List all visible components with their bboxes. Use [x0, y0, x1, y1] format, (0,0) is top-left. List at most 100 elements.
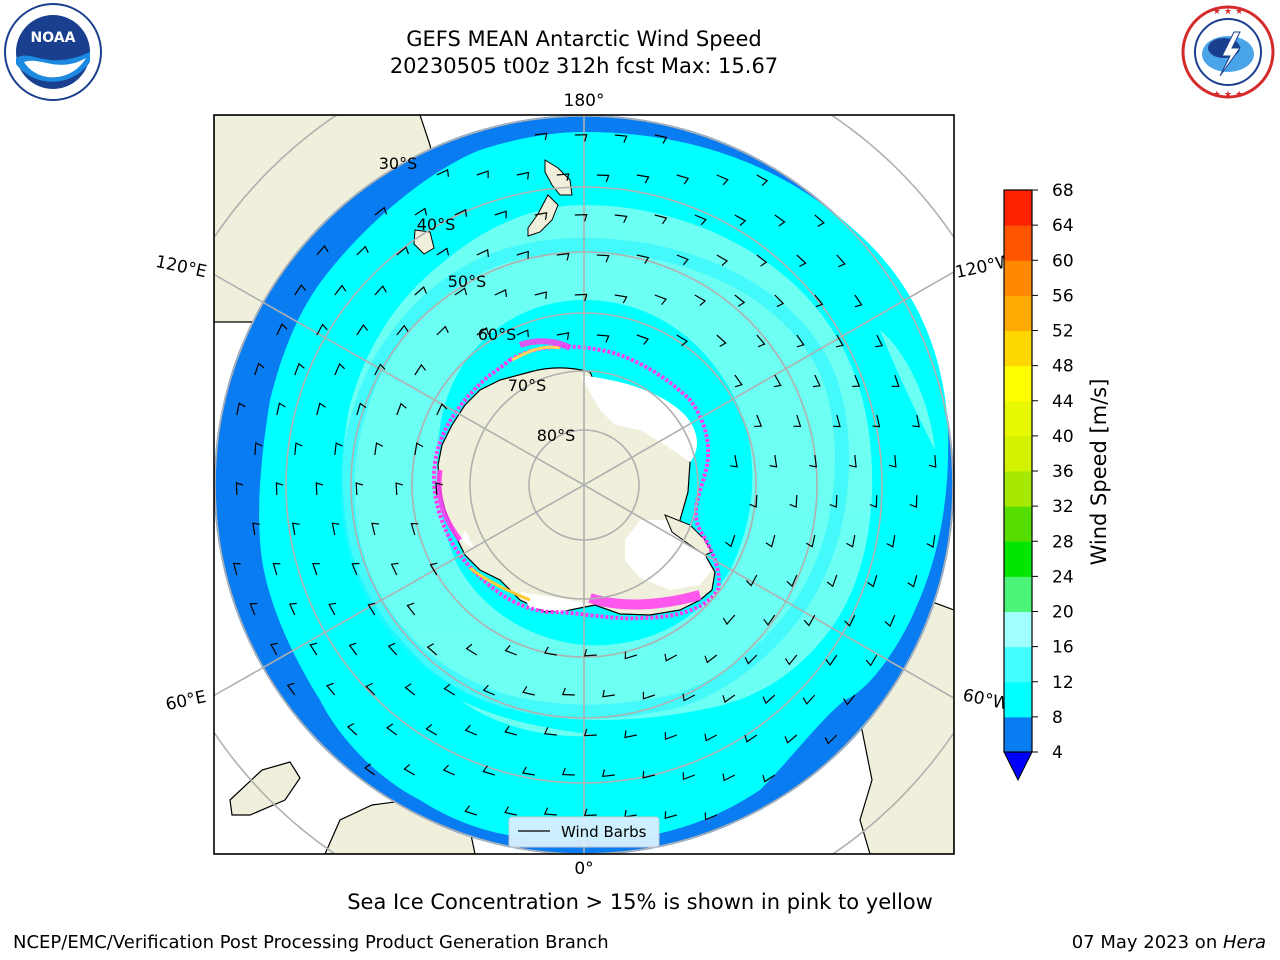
wind-barb: [574, 293, 588, 302]
wind-barb: [725, 534, 736, 548]
wind-barb: [636, 174, 650, 184]
wind-barb: [504, 725, 517, 736]
noaa-logo-text: NOAA: [31, 30, 76, 46]
wind-barb: [682, 772, 696, 781]
footer-date-text: 07 May 2023 on: [1071, 932, 1223, 953]
wind-barb: [765, 534, 776, 548]
wind-barb: [784, 654, 798, 666]
wind-barb: [482, 765, 495, 776]
lat-label-40s: 40°S: [417, 215, 456, 234]
wind-barb: [294, 283, 307, 296]
wind-barb: [315, 482, 324, 496]
wind-barb: [745, 574, 758, 587]
wind-barb: [291, 522, 300, 536]
colorbar-segment: [1004, 646, 1032, 683]
colorbar-segment: [1004, 541, 1032, 577]
wind-barb: [390, 562, 399, 576]
wind-barb: [316, 402, 326, 416]
wind-barb: [734, 374, 743, 388]
wind-barb: [642, 770, 655, 779]
barb-legend-label: Wind Barbs: [561, 823, 647, 841]
wind-barb: [331, 522, 340, 536]
sea-ice-edge: [432, 344, 721, 621]
wind-barb: [436, 169, 449, 177]
wind-barb: [636, 254, 650, 264]
wind-barb: [886, 534, 896, 548]
wind-barb: [556, 332, 570, 340]
wind-barb: [371, 522, 379, 536]
colorbar-extend-arrow: [1003, 751, 1033, 782]
wind-barb: [543, 646, 557, 656]
wind-barb: [842, 694, 856, 706]
wind-barb: [426, 643, 438, 656]
noaa-logo: NOAA: [4, 3, 102, 101]
lon-label-120e: 120°E: [154, 252, 209, 282]
wind-barb: [374, 442, 383, 456]
colorbar-tick-label: 64: [1052, 216, 1074, 236]
wind-barb: [722, 614, 736, 626]
wind-barb: [624, 730, 637, 739]
wind-barb: [294, 362, 305, 376]
wind-barb: [789, 494, 798, 508]
wind-barb: [756, 254, 768, 267]
wind-barb: [454, 287, 468, 296]
wind-barb: [762, 694, 776, 705]
wind-barb: [763, 614, 776, 626]
wind-barb: [436, 325, 449, 336]
chart-title: GEFS MEAN Antarctic Wind Speed: [406, 27, 762, 51]
wind-barb: [494, 288, 507, 297]
colorbar-segment: [1004, 330, 1032, 367]
wind-barb: [316, 244, 329, 256]
colorbar-tick-label: 28: [1052, 532, 1074, 552]
wind-barb: [888, 454, 897, 468]
wind-barb: [436, 403, 448, 416]
wind-barb: [869, 494, 878, 508]
wind-barb: [602, 689, 615, 698]
wind-barb: [596, 174, 610, 183]
wind-barb: [521, 766, 535, 776]
wind-barb: [316, 323, 328, 336]
wind-barb: [464, 724, 478, 736]
wind-barb: [543, 727, 557, 736]
wind-barb: [543, 807, 557, 816]
colorbar-tick-label: 56: [1052, 286, 1074, 306]
wind-barb: [583, 728, 597, 737]
wind-barb: [454, 208, 467, 217]
wind-barb: [773, 374, 782, 388]
wind-barb: [286, 682, 296, 696]
wind-barb: [734, 214, 747, 226]
wind-barb: [276, 402, 286, 416]
wind-barb: [784, 734, 798, 744]
wind-barb: [664, 653, 678, 662]
wind-barb: [654, 214, 668, 225]
wind-barb: [762, 774, 776, 783]
wind-barb: [494, 210, 507, 219]
wind-barb: [254, 362, 265, 376]
wind-barb: [396, 246, 410, 256]
colorbar-tick-label: 68: [1052, 181, 1074, 201]
wind-barb: [395, 482, 403, 496]
wind-barb: [476, 327, 490, 336]
wind-barb: [356, 402, 367, 416]
lat-label-70s: 70°S: [508, 376, 547, 395]
wind-barb: [556, 252, 570, 261]
wind-barb: [583, 808, 597, 817]
wind-barb: [365, 682, 376, 696]
wind-barb: [756, 334, 766, 348]
wind-barb: [829, 494, 838, 508]
wind-barb: [534, 132, 548, 141]
wind-barb: [844, 614, 856, 627]
wind-barb: [561, 687, 575, 696]
footer-host: Hera: [1222, 932, 1266, 953]
wind-barb: [374, 206, 388, 216]
wind-barb: [774, 214, 786, 227]
wind-barb: [654, 294, 667, 305]
madagascar-land: [229, 761, 301, 816]
wind-barb: [386, 723, 398, 736]
wind-barb: [556, 173, 570, 181]
colorbar-tick-label: 4: [1052, 743, 1063, 763]
wind-barb: [276, 323, 288, 336]
wind-barb: [744, 734, 758, 743]
wind-barb: [396, 402, 407, 416]
